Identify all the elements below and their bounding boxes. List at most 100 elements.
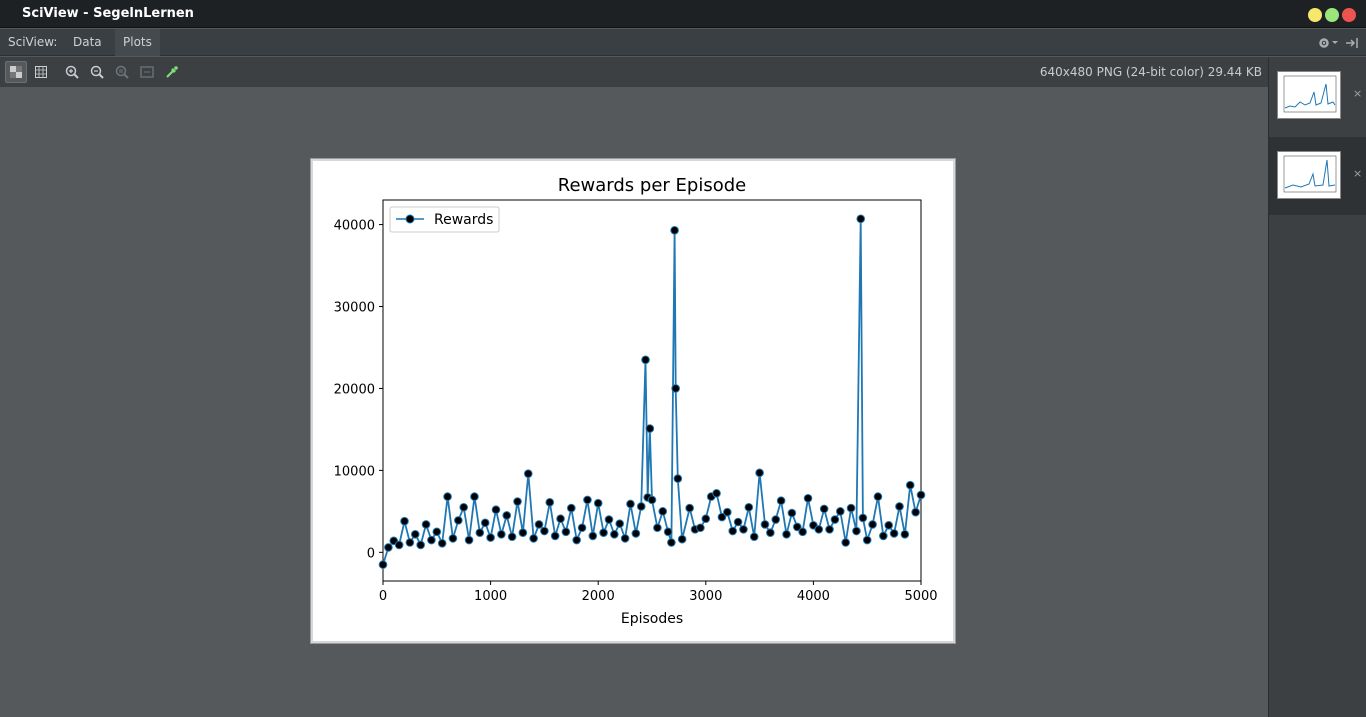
- chart-title: Rewards per Episode: [558, 175, 746, 196]
- data-point: [448, 534, 458, 543]
- data-point: [636, 502, 646, 511]
- data-point: [437, 539, 447, 548]
- window-title: SciView - SegelnLernen: [22, 6, 194, 21]
- x-tick-label: 0: [379, 589, 387, 604]
- data-point: [410, 529, 420, 539]
- data-point: [631, 529, 641, 538]
- x-tick-label: 5000: [904, 589, 937, 604]
- data-point: [717, 512, 727, 522]
- plot-thumbnail[interactable]: [1277, 71, 1341, 119]
- data-point: [685, 503, 694, 513]
- image-info: 640x480 PNG (24-bit color) 29.44 KB: [1039, 65, 1262, 79]
- data-point: [470, 492, 479, 501]
- data-point: [507, 532, 517, 542]
- maximize-button[interactable]: [1325, 8, 1339, 22]
- data-point: [911, 507, 920, 517]
- data-point: [610, 529, 619, 539]
- data-point: [830, 515, 840, 524]
- data-point: [518, 528, 528, 537]
- y-tick-label: 10000: [334, 464, 375, 479]
- data-point: [491, 505, 501, 515]
- data-point: [677, 534, 687, 544]
- close-thumbnail-button[interactable]: ×: [1353, 87, 1363, 100]
- zoom-out-icon[interactable]: [86, 61, 108, 83]
- data-point: [701, 514, 711, 524]
- data-point: [599, 528, 608, 537]
- menu-sciview[interactable]: SciView:: [8, 35, 58, 49]
- data-point: [733, 517, 743, 527]
- series-line: [382, 218, 922, 565]
- data-point: [529, 534, 538, 543]
- data-point: [497, 529, 506, 539]
- close-thumbnail-button[interactable]: ×: [1353, 167, 1363, 180]
- data-point: [728, 526, 738, 536]
- data-point: [658, 507, 668, 516]
- data-point: [604, 515, 614, 524]
- data-point: [502, 511, 512, 520]
- checker-icon[interactable]: [5, 61, 27, 83]
- settings-gear-icon[interactable]: [1318, 35, 1340, 54]
- legend-label: Rewards: [434, 212, 493, 228]
- data-point: [545, 498, 555, 507]
- data-point: [798, 527, 807, 537]
- title-bar: SciView - SegelnLernen: [0, 0, 1366, 28]
- data-point: [378, 560, 388, 569]
- image-preview: Rewards per Episode 0 1000 2000 3000 4000 500…: [310, 158, 956, 644]
- plot-thumbnail[interactable]: [1277, 151, 1341, 199]
- data-point: [647, 495, 657, 505]
- data-point: [879, 531, 888, 541]
- data-point: [846, 503, 856, 513]
- zoom-in-icon[interactable]: [61, 61, 83, 83]
- minimize-button[interactable]: [1308, 8, 1322, 22]
- data-point: [819, 504, 829, 514]
- data-point: [771, 515, 781, 524]
- y-tick-label: 20000: [334, 382, 375, 397]
- data-point: [856, 214, 866, 224]
- data-point: [432, 527, 442, 537]
- data-point: [583, 495, 592, 505]
- data-point: [454, 516, 463, 525]
- data-point: [803, 493, 813, 503]
- y-tick-label: 30000: [334, 301, 375, 316]
- data-point: [782, 529, 791, 539]
- data-point: [836, 507, 845, 516]
- data-point: [534, 520, 544, 529]
- thumbnail-item[interactable]: ×: [1269, 57, 1366, 135]
- data-point: [744, 502, 754, 512]
- data-point: [577, 523, 587, 533]
- data-point: [513, 497, 522, 506]
- hide-panel-icon[interactable]: [1345, 35, 1359, 54]
- thumbnail-item[interactable]: ×: [1269, 137, 1366, 215]
- data-point: [905, 480, 915, 490]
- data-point: [841, 538, 850, 547]
- thumbnail-sidebar: × ×: [1268, 57, 1366, 717]
- data-point: [641, 355, 650, 365]
- x-tick-label: 1000: [474, 589, 507, 604]
- data-point: [566, 503, 576, 513]
- data-point: [421, 520, 431, 529]
- zoom-actual-icon[interactable]: [111, 61, 133, 83]
- grid-icon[interactable]: [30, 61, 52, 83]
- close-button[interactable]: [1342, 8, 1356, 22]
- y-tick-label: 40000: [334, 219, 375, 234]
- data-point: [443, 492, 452, 501]
- data-point: [416, 540, 425, 550]
- data-point: [895, 502, 904, 511]
- data-point: [593, 498, 603, 508]
- data-point: [749, 532, 759, 542]
- data-point: [620, 534, 630, 543]
- fit-icon[interactable]: [136, 61, 158, 83]
- menu-data[interactable]: Data: [73, 35, 102, 49]
- data-point: [523, 469, 533, 478]
- data-point: [868, 520, 877, 529]
- data-point: [792, 522, 802, 532]
- data-point: [723, 507, 732, 517]
- x-tick-label: 4000: [797, 589, 830, 604]
- data-point: [394, 540, 404, 550]
- color-picker-icon[interactable]: [161, 61, 183, 83]
- x-axis-label: Episodes: [621, 611, 683, 627]
- plot-area: [382, 199, 922, 582]
- data-point: [400, 516, 409, 526]
- data-point: [787, 508, 797, 518]
- menu-plots[interactable]: Plots: [115, 29, 160, 56]
